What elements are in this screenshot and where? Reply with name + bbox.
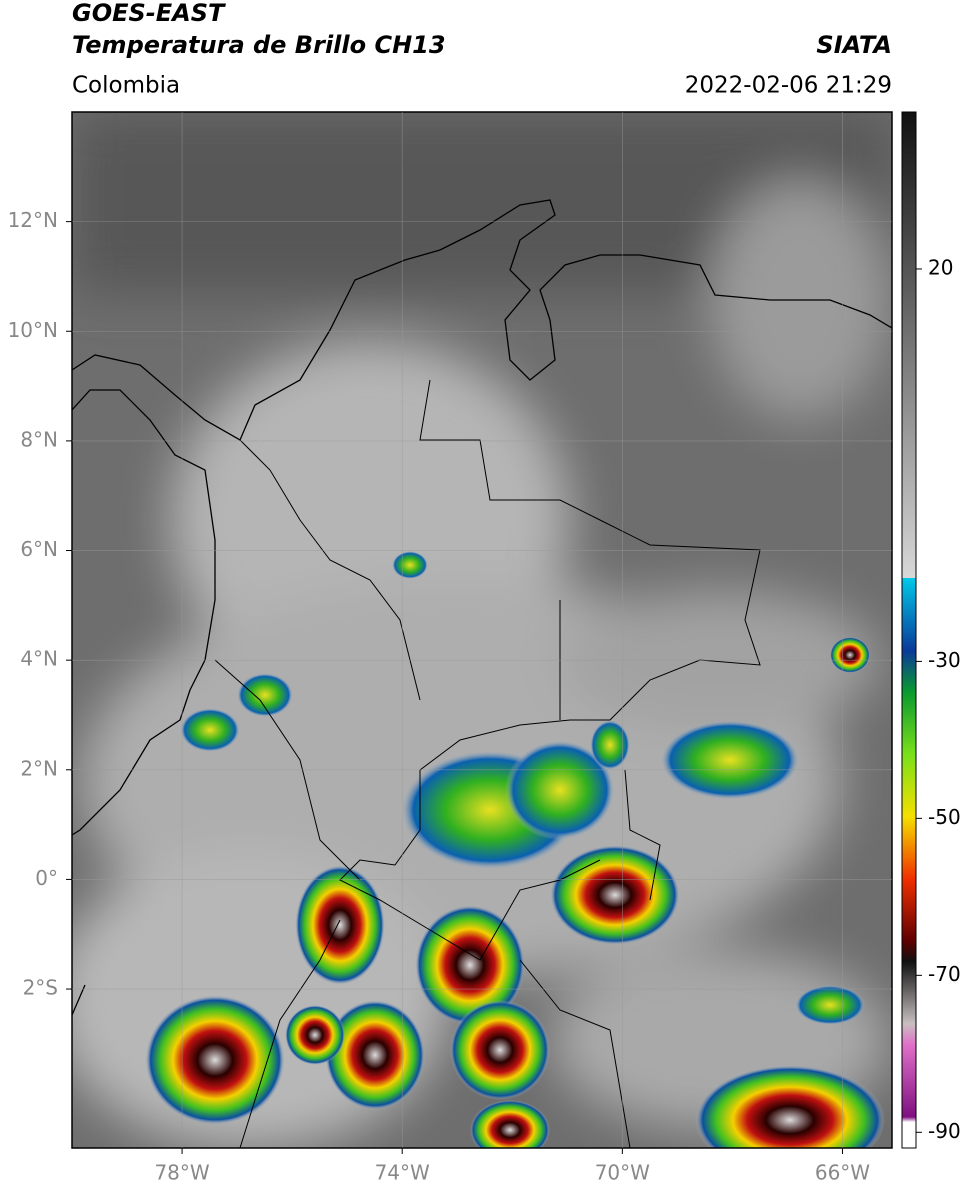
x-tick-label: 70°W [595,1161,650,1185]
y-tick-label: 8°N [20,427,58,451]
y-tick-label: 2°N [20,756,58,780]
colorbar-tick-label: -70 [928,962,961,986]
y-tick-label: 4°N [20,647,58,671]
source: SIATA [816,31,892,59]
x-tick-label: 66°W [815,1161,870,1185]
y-tick-label: 12°N [8,208,58,232]
y-tick-label: 2°S [23,976,58,1000]
colorbar-tick-label: -50 [928,805,961,829]
x-tick-label: 78°W [154,1161,209,1185]
y-tick-label: 10°N [8,318,58,342]
title: GOES-EAST [72,0,226,27]
region: Colombia [72,73,180,99]
colorbar-tick-label: 20 [928,255,953,279]
x-tick-label: 74°W [375,1161,430,1185]
map-frame [71,111,893,1149]
convective-cells [145,551,885,1148]
datetime: 2022-02-06 21:29 [685,73,892,99]
colorbar-tick-label: -30 [928,648,961,672]
coastline [72,199,892,1016]
colorbar-tick-label: -90 [928,1119,961,1143]
colorbar [901,111,917,1149]
y-tick-label: 0° [35,866,58,890]
satellite-image [72,112,892,1148]
subtitle: Temperatura de Brillo CH13 [72,31,446,59]
y-tick-label: 6°N [20,537,58,561]
